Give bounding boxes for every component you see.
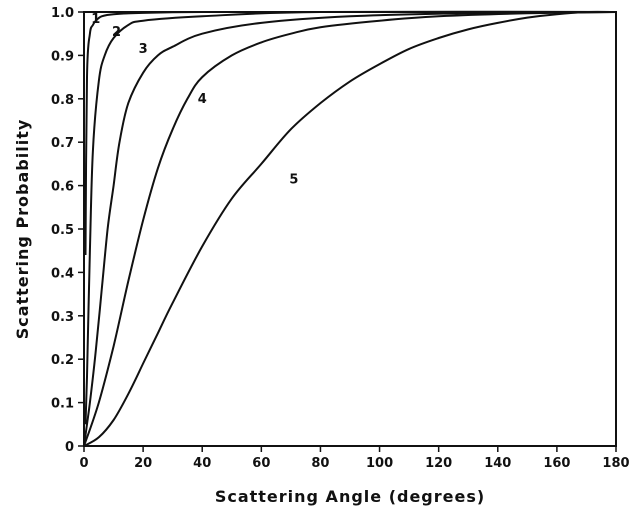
y-tick-label: 0.5 bbox=[51, 223, 74, 238]
curve-labels-group: 12 3 4 5 bbox=[91, 12, 298, 188]
x-axis: 0 20 40 60 80 100 120 140 160 180 bbox=[79, 446, 630, 471]
x-tick-label: 0 bbox=[79, 456, 88, 471]
plot-frame bbox=[83, 11, 617, 447]
curves-group bbox=[83, 10, 617, 447]
curve-label-3: 3 bbox=[139, 42, 148, 57]
y-tick-label: 0.9 bbox=[51, 49, 74, 64]
x-tick-label: 120 bbox=[425, 456, 452, 471]
y-tick-label: 1.0 bbox=[51, 6, 74, 21]
series-line-2 bbox=[84, 10, 617, 425]
y-tick-label: 0.4 bbox=[51, 266, 74, 281]
series-line-5 bbox=[83, 10, 617, 447]
y-tick-label: 0.8 bbox=[51, 93, 74, 108]
series-line-4 bbox=[83, 11, 617, 447]
curve-label-2: 2 bbox=[112, 25, 121, 40]
y-tick-label: 0 bbox=[65, 440, 74, 455]
curve-label-1: 1 bbox=[91, 12, 100, 27]
y-axis-title: Scattering Probability bbox=[13, 119, 32, 340]
x-tick-label: 60 bbox=[252, 456, 270, 471]
x-tick-label: 40 bbox=[193, 456, 211, 471]
curve-label-4: 4 bbox=[198, 92, 207, 107]
y-tick-label: 0.3 bbox=[51, 310, 74, 325]
curve-label-5: 5 bbox=[289, 172, 298, 187]
x-tick-label: 140 bbox=[484, 456, 511, 471]
x-tick-label: 180 bbox=[602, 456, 629, 471]
x-tick-label: 160 bbox=[543, 456, 570, 471]
series-line-3 bbox=[83, 11, 617, 447]
x-tick-label: 100 bbox=[366, 456, 393, 471]
series-line-1 bbox=[84, 10, 616, 256]
x-axis-title: Scattering Angle (degrees) bbox=[215, 487, 485, 506]
x-tick-label: 80 bbox=[311, 456, 329, 471]
y-axis: 0 0.1 0.2 0.3 0.4 0.5 0.6 0.7 0.8 0.9 1.0 bbox=[51, 6, 84, 455]
x-tick-label: 20 bbox=[134, 456, 152, 471]
y-tick-label: 0.6 bbox=[51, 180, 74, 195]
y-tick-label: 0.2 bbox=[51, 353, 74, 368]
y-tick-label: 0.1 bbox=[51, 397, 74, 412]
y-tick-label: 0.7 bbox=[51, 136, 74, 151]
